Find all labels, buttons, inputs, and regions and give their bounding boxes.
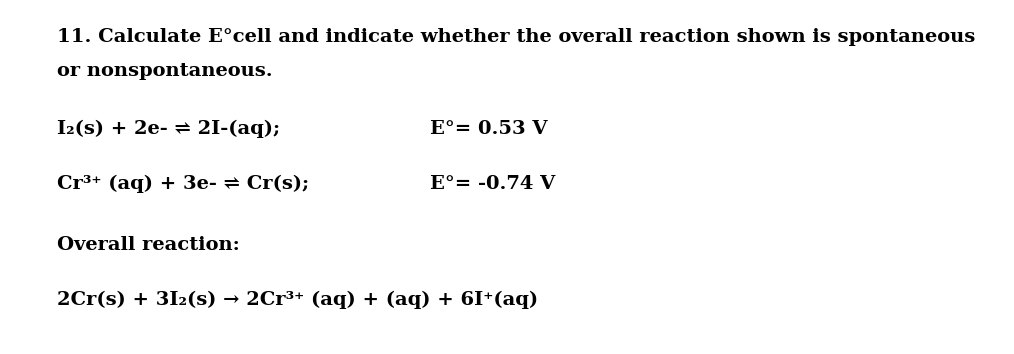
Text: 11. Calculate E°cell and indicate whether the overall reaction shown is spontane: 11. Calculate E°cell and indicate whethe… <box>57 28 975 46</box>
Text: Cr³⁺ (aq) + 3e- ⇌ Cr(s);: Cr³⁺ (aq) + 3e- ⇌ Cr(s); <box>57 175 309 193</box>
Text: I₂(s) + 2e- ⇌ 2I-(aq);: I₂(s) + 2e- ⇌ 2I-(aq); <box>57 120 280 138</box>
Text: or nonspontaneous.: or nonspontaneous. <box>57 62 273 80</box>
Text: 2Cr(s) + 3I₂(s) → 2Cr³⁺ (aq) + (aq) + 6I⁺(aq): 2Cr(s) + 3I₂(s) → 2Cr³⁺ (aq) + (aq) + 6I… <box>57 291 538 309</box>
Text: Overall reaction:: Overall reaction: <box>57 236 239 254</box>
Text: E°= 0.53 V: E°= 0.53 V <box>430 120 548 138</box>
Text: E°= -0.74 V: E°= -0.74 V <box>430 175 556 193</box>
